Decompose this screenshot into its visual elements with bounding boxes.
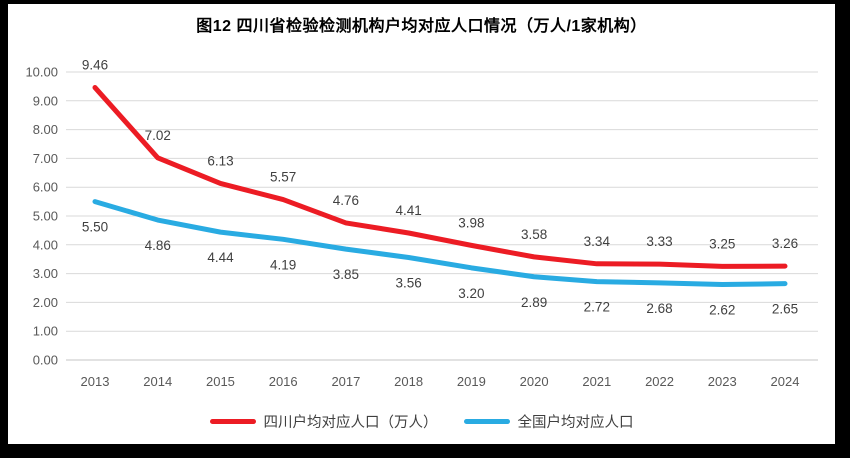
data-label-series-0: 6.13 (207, 153, 233, 168)
x-axis-tick-label: 2020 (520, 374, 549, 389)
data-label-series-1: 2.68 (646, 301, 672, 316)
x-axis-tick-label: 2015 (206, 374, 235, 389)
data-label-series-1: 2.89 (521, 295, 547, 310)
y-axis-tick-label: 4.00 (33, 237, 58, 252)
y-axis-tick-label: 9.00 (33, 93, 58, 108)
data-label-series-0: 3.98 (458, 215, 484, 230)
data-label-series-0: 5.57 (270, 170, 296, 185)
x-axis-tick-label: 2016 (269, 374, 298, 389)
y-axis-tick-label: 6.00 (33, 180, 58, 195)
data-label-series-1: 2.62 (709, 303, 735, 318)
data-label-series-0: 3.33 (646, 234, 672, 249)
data-label-series-1: 3.20 (458, 286, 484, 301)
x-axis-tick-label: 2018 (394, 374, 423, 389)
data-label-series-0: 7.02 (145, 128, 171, 143)
x-axis-tick-label: 2021 (582, 374, 611, 389)
legend-item-1: 全国户均对应人口 (463, 411, 634, 432)
chart-title: 图12 四川省检验检测机构户均对应人口情况（万人/1家机构） (196, 18, 647, 35)
x-axis-tick-label: 2013 (81, 374, 110, 389)
data-label-series-1: 3.56 (395, 275, 421, 290)
chart-legend: 四川户均对应人口（万人） 全国户均对应人口 (8, 411, 835, 432)
chart-panel: 图12 四川省检验检测机构户均对应人口情况（万人/1家机构） 0.00 1.00 2… (8, 4, 835, 444)
legend-label-0: 四川户均对应人口（万人） (263, 415, 438, 431)
legend-label-1: 全国户均对应人口 (517, 415, 634, 431)
series-line-1 (92, 199, 788, 288)
data-label-series-0: 3.58 (521, 227, 547, 242)
series-line-0 (92, 85, 788, 269)
data-label-series-1: 4.86 (145, 238, 171, 253)
y-axis-tick-label: 8.00 (33, 122, 58, 137)
data-label-series-0: 4.41 (395, 203, 421, 218)
y-axis-tick-label: 1.00 (33, 324, 58, 339)
x-axis-tick-label: 2024 (771, 374, 800, 389)
data-label-series-0: 4.76 (333, 193, 359, 208)
y-axis-tick-label: 2.00 (33, 295, 58, 310)
data-label-series-0: 3.34 (584, 234, 611, 249)
y-axis-tick-label: 10.00 (25, 65, 58, 80)
y-axis-tick-label: 5.00 (33, 209, 58, 224)
legend-item-0: 四川户均对应人口（万人） (209, 411, 438, 432)
x-axis-tick-label: 2019 (457, 374, 486, 389)
data-label-series-1: 4.19 (270, 257, 296, 272)
x-axis-tick-label: 2017 (331, 374, 360, 389)
data-label-series-1: 3.85 (333, 267, 359, 282)
x-axis-tick-label: 2022 (645, 374, 674, 389)
x-axis-tick-label: 2023 (708, 374, 737, 389)
y-axis-tick-label: 7.00 (33, 151, 58, 166)
data-label-series-1: 2.72 (584, 300, 610, 315)
x-axis-tick-label: 2014 (143, 374, 172, 389)
y-axis-tick-label: 0.00 (33, 353, 58, 368)
data-label-series-0: 3.25 (709, 236, 735, 251)
data-label-series-1: 4.44 (207, 250, 234, 265)
y-axis-tick-label: 3.00 (33, 266, 58, 281)
data-label-series-0: 3.26 (772, 236, 798, 251)
legend-line-swatch-0 (209, 419, 256, 424)
line-chart: 0.00 1.00 2.00 3.00 4.00 5.00 6.00 7.00 8.00 9.00… (25, 58, 818, 389)
data-label-series-1: 2.65 (772, 302, 798, 317)
legend-line-swatch-1 (463, 419, 510, 424)
data-label-series-1: 5.50 (82, 220, 108, 235)
data-label-series-0: 9.46 (82, 58, 108, 73)
